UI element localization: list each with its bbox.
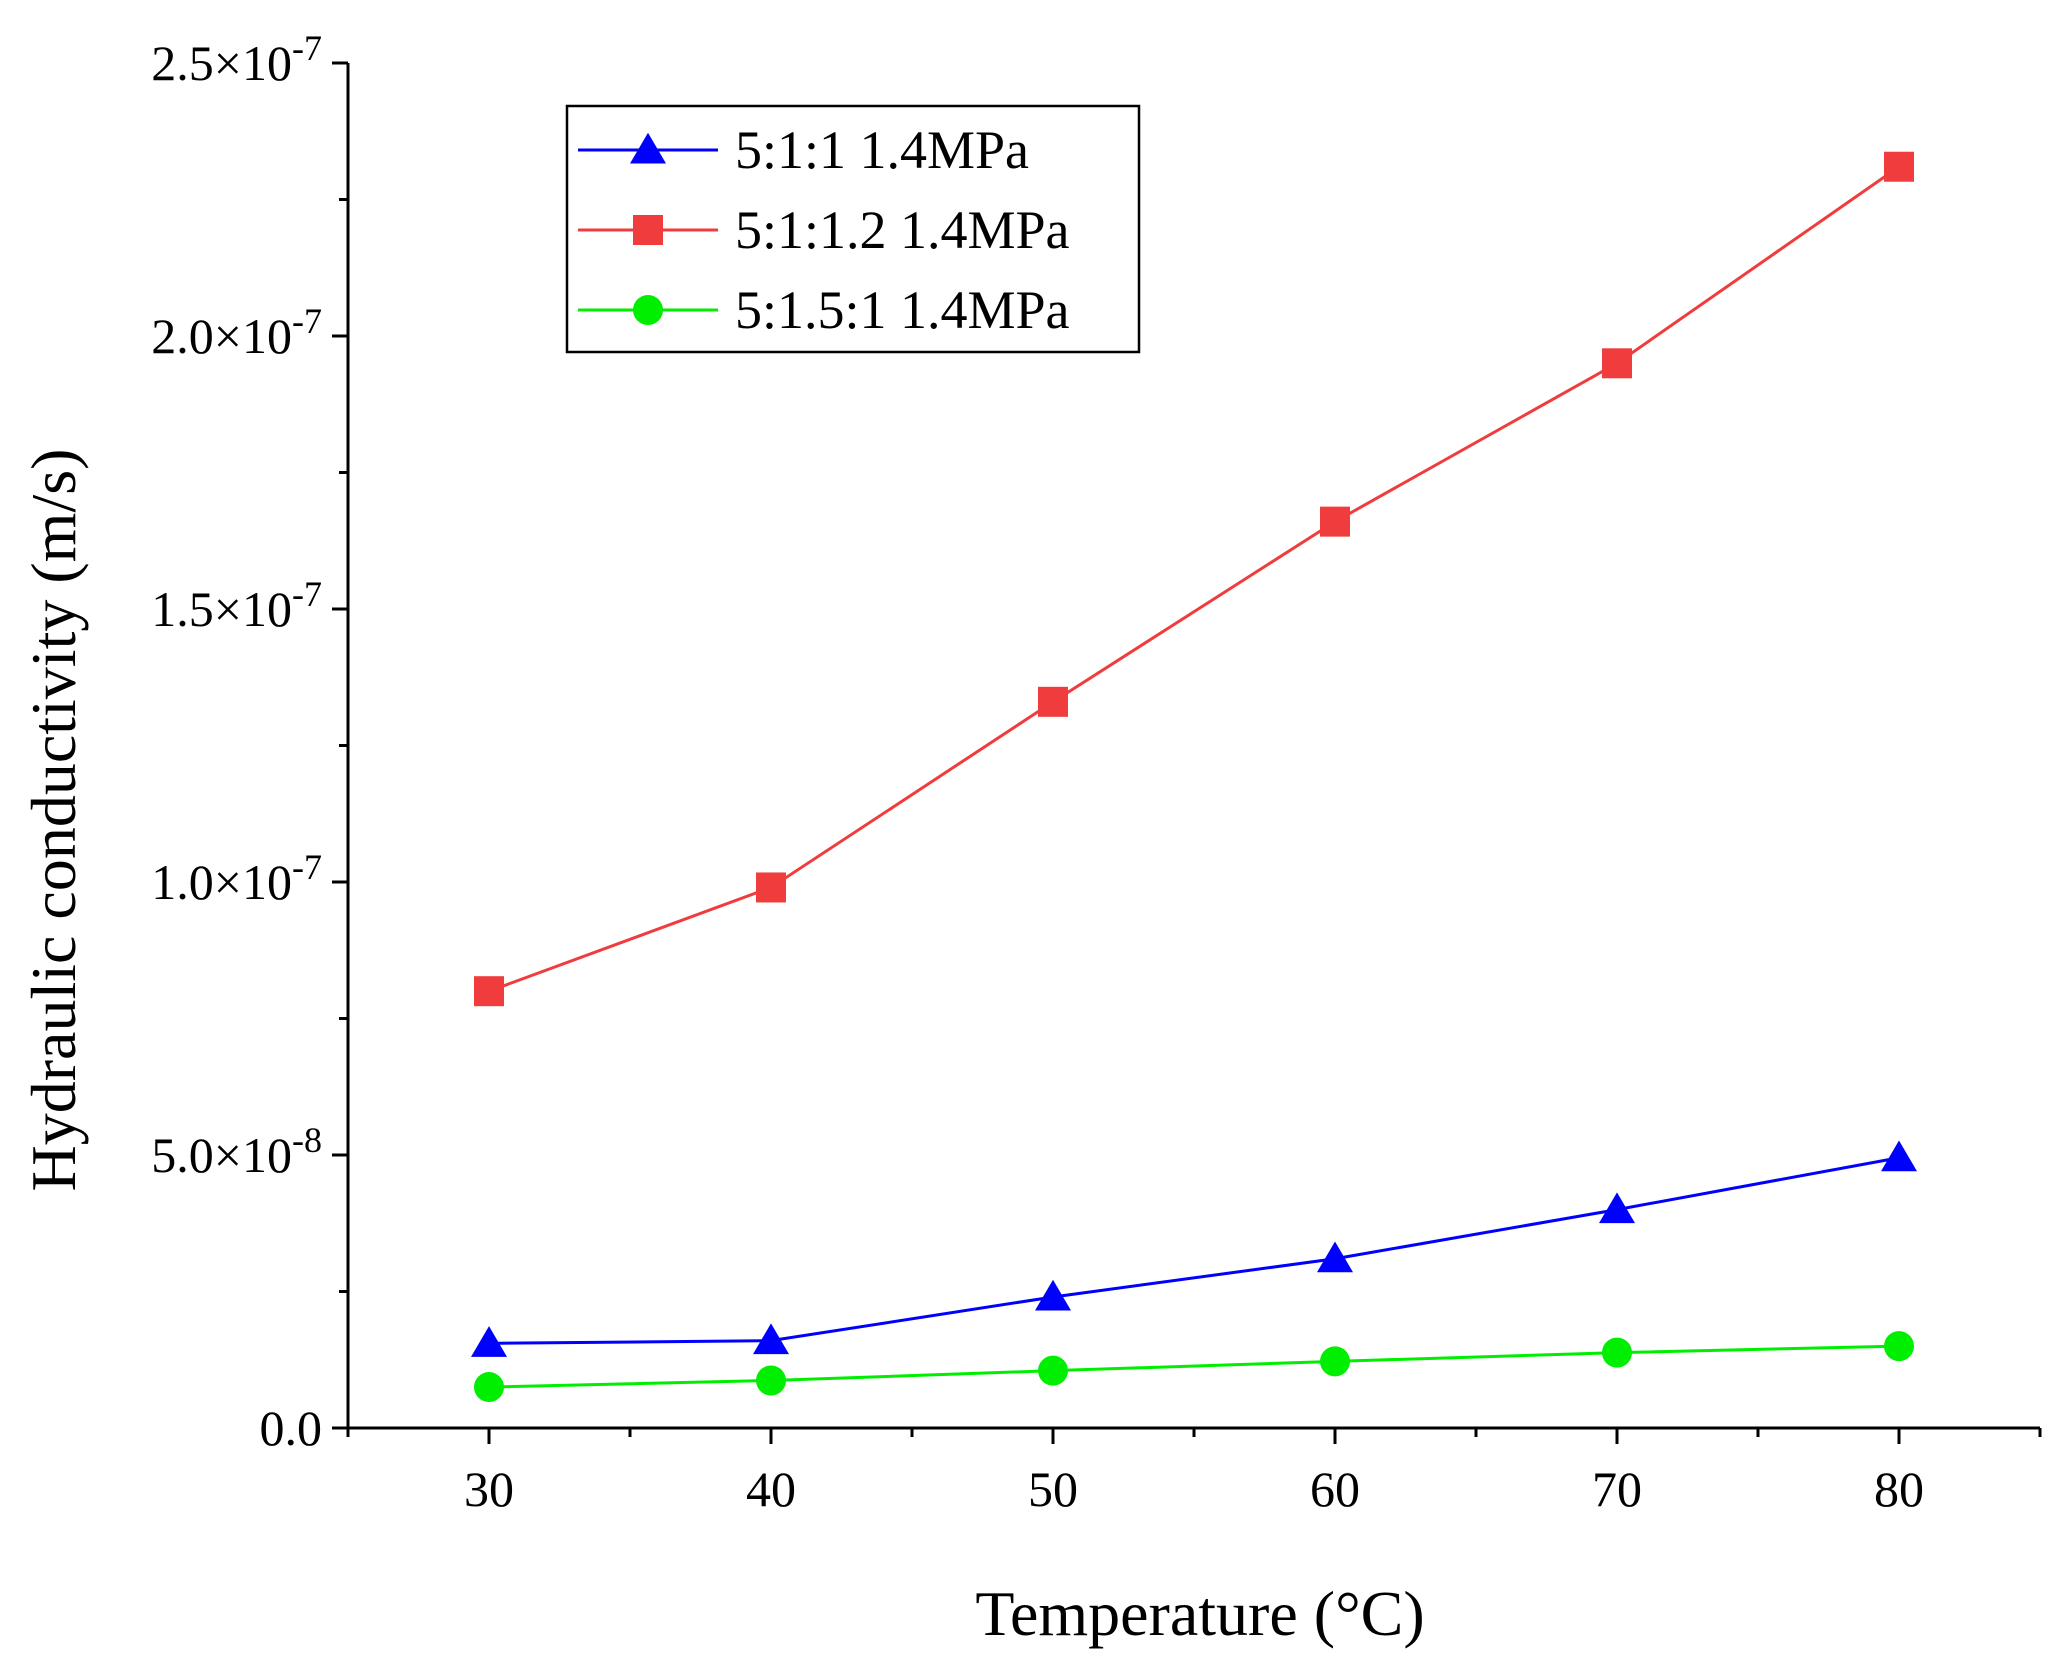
y-axis-title: Hydraulic conductivity (m/s) <box>18 449 89 1192</box>
x-tick-label: 80 <box>1874 1461 1924 1517</box>
square-marker <box>1602 348 1632 379</box>
legend-entry: 5:1:1.2 1.4MPa <box>578 200 1070 260</box>
x-tick-label: 70 <box>1592 1461 1642 1517</box>
triangle-marker <box>471 1326 507 1357</box>
legend-entry: 5:1.5:1 1.4MPa <box>578 280 1070 340</box>
circle-marker <box>1602 1337 1632 1368</box>
legend-label: 5:1:1.2 1.4MPa <box>735 200 1070 260</box>
square-marker <box>474 976 504 1007</box>
y-tick-label: 2.0×10-7 <box>151 301 322 364</box>
triangle-marker <box>753 1323 789 1355</box>
series-layer <box>471 151 1917 1403</box>
y-tick-label: 0.0 <box>260 1400 323 1456</box>
y-tick-label: 1.0×10-7 <box>151 847 322 910</box>
circle-marker <box>633 295 663 325</box>
x-tick-label: 50 <box>1028 1461 1078 1517</box>
circle-marker <box>1038 1355 1068 1386</box>
circle-marker <box>756 1365 786 1396</box>
square-marker <box>1038 686 1068 717</box>
triangle-marker <box>1317 1241 1353 1273</box>
circle-marker <box>1884 1331 1914 1362</box>
series-3 <box>474 1331 1914 1403</box>
legend: 5:1:1 1.4MPa 5:1:1.2 1.4MPa 5:1.5:1 1.4MPa <box>565 104 1141 354</box>
square-marker <box>1320 506 1350 537</box>
axes: 0.0 5.0×10-8 1.0×10-7 1.5×10-7 2.0×10-7 2.5×1… <box>151 28 2042 1517</box>
y-tick-label: 2.5×10-7 <box>151 28 322 91</box>
series-line <box>488 1344 1900 1389</box>
series-line <box>488 1156 1900 1345</box>
x-tick-label: 30 <box>464 1461 514 1517</box>
x-tick-label: 60 <box>1310 1461 1360 1517</box>
x-tick-label: 40 <box>746 1461 796 1517</box>
circle-marker <box>1320 1346 1350 1377</box>
x-axis-title: Temperature (°C) <box>975 1578 1424 1649</box>
series-1 <box>471 1140 1917 1357</box>
y-tick-label: 1.5×10-7 <box>151 574 322 637</box>
legend-label: 5:1.5:1 1.4MPa <box>735 280 1070 340</box>
legend-entry: 5:1:1 1.4MPa <box>578 120 1029 180</box>
series-2 <box>474 151 1914 1007</box>
circle-marker <box>474 1372 504 1403</box>
square-marker <box>756 872 786 903</box>
triangle-marker <box>1599 1192 1635 1224</box>
square-marker <box>633 215 663 245</box>
series-line <box>488 165 1900 993</box>
triangle-marker <box>1881 1140 1917 1172</box>
legend-label: 5:1:1 1.4MPa <box>735 120 1029 180</box>
triangle-marker <box>1035 1279 1071 1311</box>
square-marker <box>1884 151 1914 182</box>
triangle-marker <box>630 132 666 164</box>
y-tick-label: 5.0×10-8 <box>151 1120 322 1183</box>
